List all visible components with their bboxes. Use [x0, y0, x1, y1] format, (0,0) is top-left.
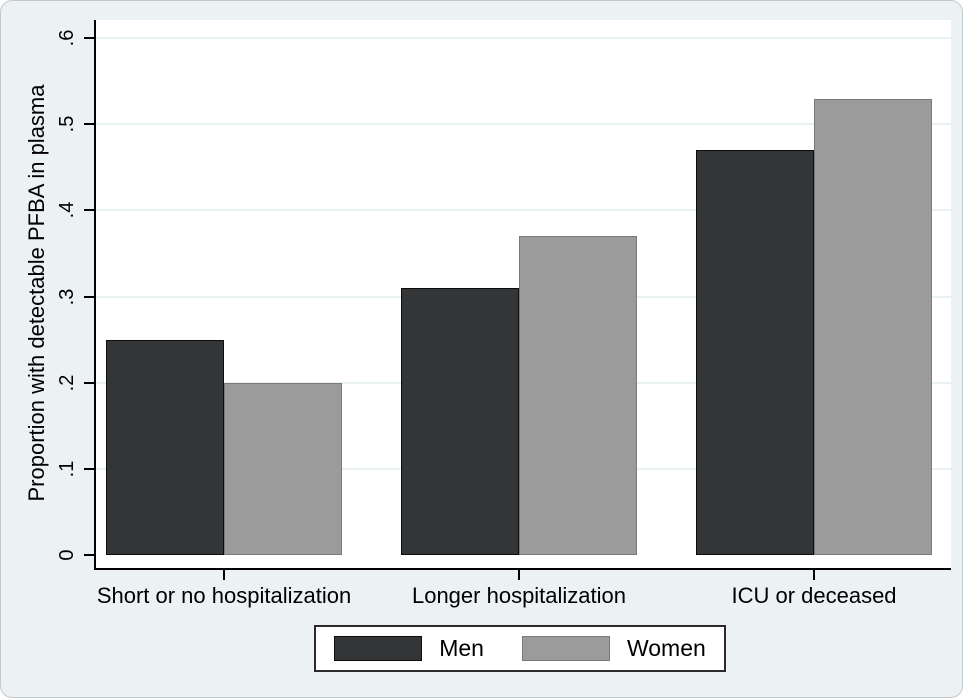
y-tick-label-5: .5: [56, 116, 78, 133]
bar-women-longer-hospitalization: [519, 236, 637, 555]
bar-men-short-or-no-hospitalization: [106, 339, 224, 555]
legend-label-women: Women: [626, 635, 706, 661]
gridline-0.6: [96, 37, 951, 40]
plot-area: [96, 21, 951, 555]
bar-men-longer-hospitalization: [401, 288, 519, 555]
y-tick-4: [84, 209, 94, 212]
bar-men-icu-or-deceased: [696, 150, 814, 555]
y-tick-0: [84, 554, 94, 556]
bar-women-short-or-no-hospitalization: [224, 382, 342, 555]
x-tick-longer-hospitalization: [518, 570, 520, 580]
y-tick-label-6: .6: [56, 29, 78, 47]
y-tick-label-3: .3: [56, 288, 78, 305]
y-tick-label-2: .2: [56, 374, 78, 392]
y-tick-1: [84, 467, 94, 470]
y-tick-label-0: 0: [56, 549, 78, 561]
category-label-longer-hospitalization: Longer hospitalization: [411, 583, 627, 608]
y-tick-label-4: .4: [56, 202, 78, 219]
category-label-icu-or-deceased: ICU or deceased: [731, 583, 897, 608]
legend-item-men: Men: [334, 636, 484, 661]
legend-item-women: Women: [521, 635, 706, 661]
legend-label-men: Men: [439, 635, 484, 661]
legend-swatch-men: [334, 636, 423, 661]
legend: Men Women: [314, 625, 726, 672]
y-axis-title: Proportion with detectable PFBA in plasm…: [24, 84, 49, 502]
y-tick-2: [84, 381, 94, 384]
gridline-0.5: [96, 123, 951, 126]
y-tick-6: [84, 37, 94, 40]
legend-swatch-women: [521, 636, 610, 661]
y-tick-5: [84, 123, 94, 126]
y-tick-label-1: .1: [56, 460, 78, 478]
x-tick-icu-or-deceased: [813, 570, 815, 580]
y-tick-3: [84, 295, 94, 298]
category-label-short-or-no-hospitalization: Short or no hospitalization: [96, 583, 352, 608]
gridline-0.4: [96, 209, 951, 212]
bar-women-icu-or-deceased: [814, 98, 932, 555]
x-tick-short-or-no-hospitalization: [223, 570, 225, 580]
